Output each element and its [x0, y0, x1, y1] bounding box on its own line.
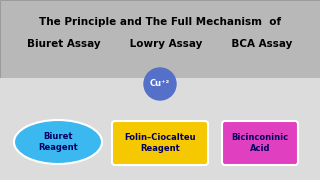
Text: The Principle and The Full Mechanism  of: The Principle and The Full Mechanism of [39, 17, 281, 27]
Text: Cu⁺²: Cu⁺² [150, 80, 170, 89]
Text: Folin–Ciocalteu
Reagent: Folin–Ciocalteu Reagent [124, 133, 196, 153]
Ellipse shape [14, 120, 102, 164]
FancyBboxPatch shape [112, 121, 208, 165]
Text: Biuret Assay        Lowry Assay        BCA Assay: Biuret Assay Lowry Assay BCA Assay [27, 39, 293, 49]
Circle shape [144, 68, 176, 100]
FancyBboxPatch shape [222, 121, 298, 165]
Bar [0, 0, 320, 78]
Text: Biuret
Reagent: Biuret Reagent [38, 132, 78, 152]
Bar [0, 78, 320, 180]
Text: Bicinconinic
Acid: Bicinconinic Acid [231, 133, 289, 153]
